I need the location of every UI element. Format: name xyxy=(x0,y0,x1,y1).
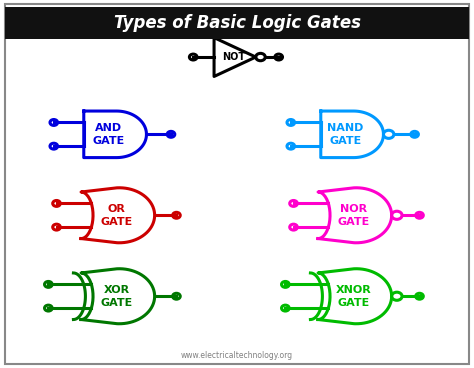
Text: OR
GATE: OR GATE xyxy=(100,204,133,227)
Text: XNOR
GATE: XNOR GATE xyxy=(336,284,371,308)
Text: AND
GATE: AND GATE xyxy=(92,123,125,146)
Polygon shape xyxy=(321,111,383,158)
Text: NAND
GATE: NAND GATE xyxy=(327,123,364,146)
Text: Types of Basic Logic Gates: Types of Basic Logic Gates xyxy=(113,14,361,32)
Polygon shape xyxy=(318,269,392,324)
Text: NOT: NOT xyxy=(222,52,245,62)
Text: XOR
GATE: XOR GATE xyxy=(100,284,133,308)
FancyBboxPatch shape xyxy=(5,7,469,39)
Polygon shape xyxy=(84,111,146,158)
Polygon shape xyxy=(81,269,155,324)
Text: www.electricaltechnology.org: www.electricaltechnology.org xyxy=(181,351,293,360)
Polygon shape xyxy=(214,38,256,77)
Polygon shape xyxy=(318,188,392,243)
Text: NOR
GATE: NOR GATE xyxy=(337,204,370,227)
Polygon shape xyxy=(81,188,155,243)
